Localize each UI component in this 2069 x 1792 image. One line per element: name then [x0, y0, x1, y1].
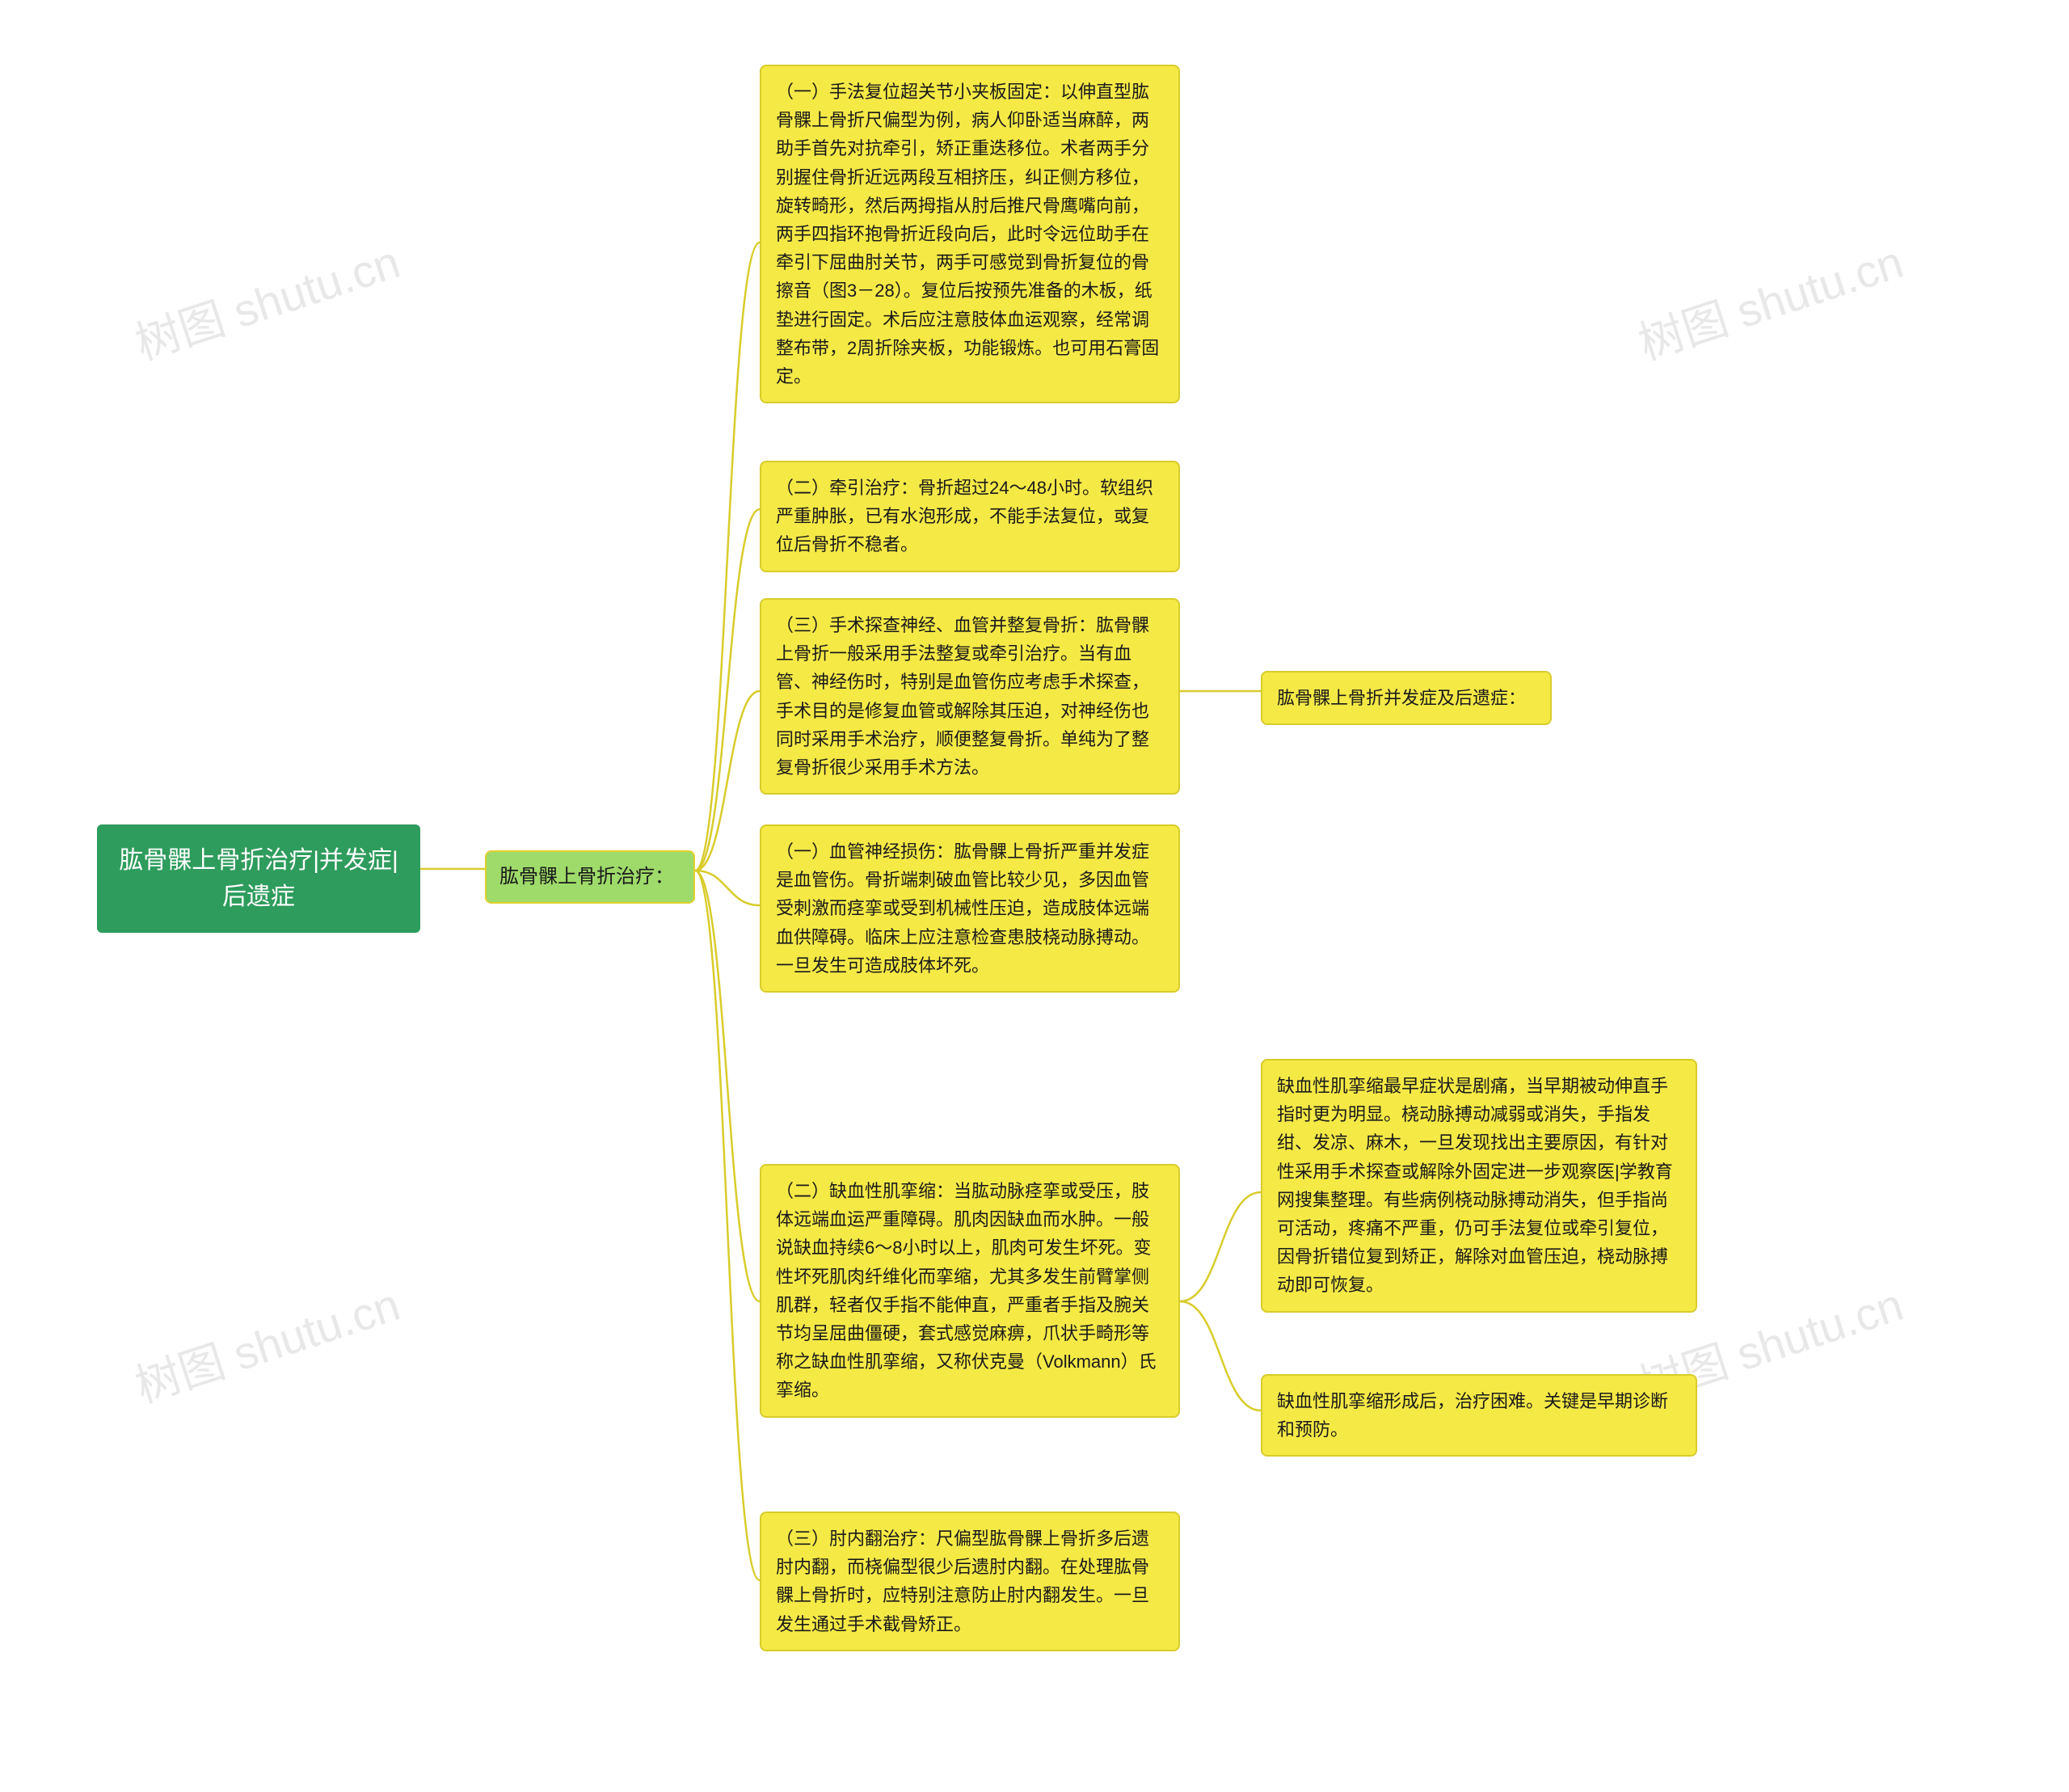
- node-complications-header[interactable]: 肱骨髁上骨折并发症及后遗症：: [1261, 671, 1552, 725]
- node-surgery-explore[interactable]: （三）手术探查神经、血管并整复骨折：肱骨髁上骨折一般采用手法整复或牵引治疗。当有…: [760, 598, 1180, 795]
- node-text: （一）手法复位超关节小夹板固定：以伸直型肱骨髁上骨折尺偏型为例，病人仰卧适当麻醉…: [776, 82, 1159, 386]
- watermark: 树图 shutu.cn: [1629, 226, 1911, 373]
- root-text: 肱骨髁上骨折治疗|并发症|后遗症: [119, 847, 398, 910]
- node-manual-reduction[interactable]: （一）手法复位超关节小夹板固定：以伸直型肱骨髁上骨折尺偏型为例，病人仰卧适当麻醉…: [760, 65, 1180, 403]
- watermark: 树图 shutu.cn: [126, 1269, 407, 1416]
- node-ischemic-contracture[interactable]: （二）缺血性肌挛缩：当肱动脉痉挛或受压，肢体远端血运严重障碍。肌肉因缺血而水肿。…: [760, 1164, 1180, 1418]
- root-node[interactable]: 肱骨髁上骨折治疗|并发症|后遗症: [97, 824, 420, 933]
- node-text: （二）缺血性肌挛缩：当肱动脉痉挛或受压，肢体远端血运严重障碍。肌肉因缺血而水肿。…: [776, 1181, 1157, 1400]
- node-ischemic-prevention[interactable]: 缺血性肌挛缩形成后，治疗困难。关键是早期诊断和预防。: [1261, 1374, 1697, 1457]
- node-text: （三）手术探查神经、血管并整复骨折：肱骨髁上骨折一般采用手法整复或牵引治疗。当有…: [776, 615, 1149, 778]
- level1-text: 肱骨髁上骨折治疗：: [499, 866, 674, 888]
- node-vascular-nerve[interactable]: （一）血管神经损伤：肱骨髁上骨折严重并发症是血管伤。骨折端刺破血管比较少见，多因…: [760, 824, 1180, 993]
- node-text: 肱骨髁上骨折并发症及后遗症：: [1277, 688, 1526, 708]
- watermark: 树图 shutu.cn: [126, 226, 407, 373]
- node-traction[interactable]: （二）牵引治疗：骨折超过24～48小时。软组织严重肿胀，已有水泡形成，不能手法复…: [760, 461, 1180, 572]
- node-text: 缺血性肌挛缩形成后，治疗困难。关键是早期诊断和预防。: [1277, 1391, 1668, 1440]
- node-text: 缺血性肌挛缩最早症状是剧痛，当早期被动伸直手指时更为明显。桡动脉搏动减弱或消失，…: [1277, 1076, 1673, 1295]
- node-text: （三）肘内翻治疗：尺偏型肱骨髁上骨折多后遗肘内翻，而桡偏型很少后遗肘内翻。在处理…: [776, 1528, 1149, 1634]
- node-text: （一）血管神经损伤：肱骨髁上骨折严重并发症是血管伤。骨折端刺破血管比较少见，多因…: [776, 841, 1149, 976]
- node-text: （二）牵引治疗：骨折超过24～48小时。软组织严重肿胀，已有水泡形成，不能手法复…: [776, 478, 1153, 554]
- node-ischemic-symptoms[interactable]: 缺血性肌挛缩最早症状是剧痛，当早期被动伸直手指时更为明显。桡动脉搏动减弱或消失，…: [1261, 1059, 1697, 1313]
- node-cubitus-varus[interactable]: （三）肘内翻治疗：尺偏型肱骨髁上骨折多后遗肘内翻，而桡偏型很少后遗肘内翻。在处理…: [760, 1512, 1180, 1651]
- level1-node[interactable]: 肱骨髁上骨折治疗：: [485, 850, 695, 904]
